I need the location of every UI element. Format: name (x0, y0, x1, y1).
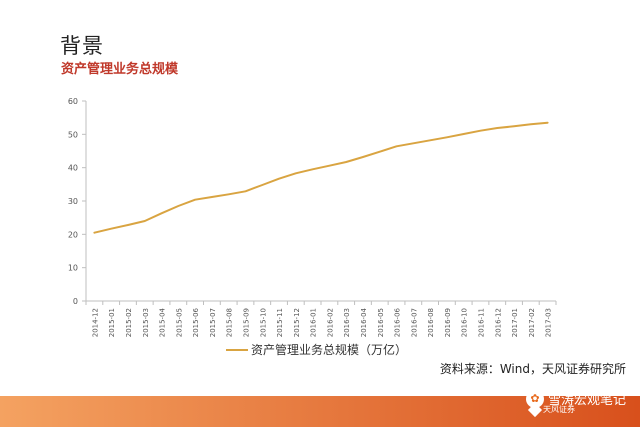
legend-line-swatch (226, 348, 248, 351)
x-tick-label: 2015-05 (175, 308, 183, 337)
x-tick-label: 2015-01 (108, 308, 116, 337)
chart-legend: 资产管理业务总规模（万亿） (226, 341, 407, 358)
x-tick-label: 2016-04 (360, 307, 368, 337)
x-tick-label: 2015-02 (125, 308, 133, 337)
x-tick-label: 2015-08 (226, 308, 234, 337)
logo-text: 天风证券 (543, 405, 575, 414)
watermark-text: 雪涛宏观笔记 (547, 393, 626, 408)
x-tick-label: 2015-03 (142, 308, 150, 337)
x-tick-label: 2017-03 (545, 308, 553, 337)
x-tick-label: 2016-12 (494, 308, 502, 337)
x-tick-label: 2015-06 (192, 307, 200, 337)
x-tick-label: 2016-07 (410, 308, 418, 337)
x-tick-label: 2017-01 (511, 308, 519, 337)
logo: 天风证券 (527, 402, 575, 417)
wechat-icon: ✿ (525, 389, 544, 408)
x-tick-label: 2016-05 (377, 308, 385, 337)
x-tick-label: 2016-08 (427, 308, 435, 337)
x-tick-label: 2017-02 (528, 308, 536, 337)
page-title: 背景 (60, 34, 104, 58)
x-tick-label: 2014-12 (91, 308, 99, 337)
source-note: 资料来源：Wind，天风证券研究所 (439, 362, 626, 376)
legend-label: 资产管理业务总规模（万亿） (251, 343, 408, 357)
y-tick-label: 20 (68, 230, 78, 239)
y-tick-label: 50 (68, 130, 78, 139)
x-tick-label: 2016-11 (477, 308, 485, 337)
y-tick-label: 0 (73, 297, 78, 306)
logo-mark-icon (527, 402, 543, 417)
x-tick-label: 2015-10 (259, 308, 267, 337)
x-tick-label: 2016-06 (394, 307, 402, 337)
y-tick-label: 60 (68, 97, 78, 106)
chart-subtitle: 资产管理业务总规模 (61, 62, 179, 77)
y-tick-label: 10 (68, 264, 78, 273)
watermark: ✿ 雪涛宏观笔记 (525, 389, 626, 408)
x-tick-label: 2016-03 (343, 308, 351, 337)
y-tick-label: 30 (68, 197, 78, 206)
x-tick-label: 2015-12 (293, 308, 301, 337)
y-tick-label: 40 (68, 164, 78, 173)
x-tick-label: 2016-01 (310, 308, 318, 337)
series-line (93, 121, 549, 234)
x-tick-label: 2016-09 (444, 308, 452, 337)
x-tick-label: 2015-07 (209, 308, 217, 337)
x-tick-label: 2016-10 (461, 308, 469, 337)
x-tick-label: 2015-09 (242, 308, 250, 337)
x-tick-label: 2015-11 (276, 308, 284, 337)
x-tick-label: 2015-04 (159, 307, 167, 337)
x-tick-label: 2016-02 (326, 308, 334, 337)
